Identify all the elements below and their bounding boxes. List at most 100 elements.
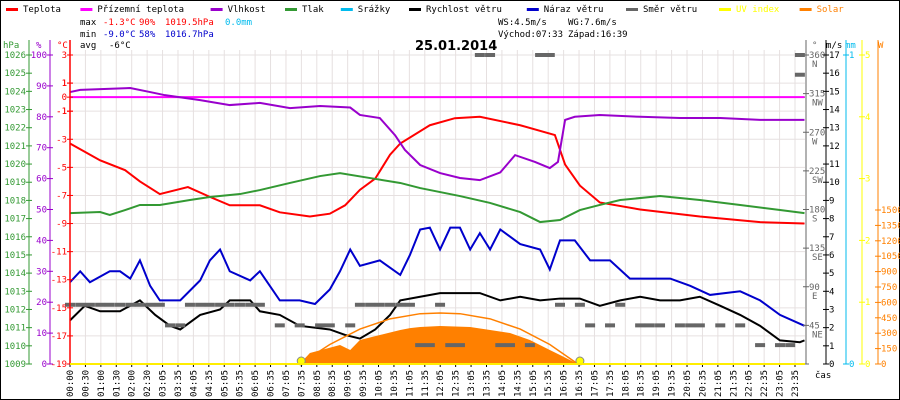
- x-tick-label: 19:05: [652, 370, 662, 397]
- wind-direction-mark: [224, 302, 235, 307]
- direction-axis-unit: °: [812, 41, 817, 51]
- humidity-tick-label: 50: [36, 206, 47, 216]
- solar-tick-label: 300: [881, 329, 897, 339]
- legend-label: Teplota: [23, 5, 61, 15]
- x-tick-label: 18:05: [621, 370, 631, 397]
- temperature-tick-label: -1: [56, 107, 67, 117]
- x-tick-label: 17:35: [606, 370, 616, 397]
- direction-compass-label: NE: [812, 330, 823, 340]
- pressure-tick-label: 1016: [4, 233, 26, 243]
- wind-direction-mark: [435, 302, 446, 307]
- wind-tick-label: 12: [829, 142, 840, 152]
- direction-tick-label: 45: [809, 321, 820, 331]
- pressure-tick-label: 1010: [4, 342, 26, 352]
- x-tick-label: 16:05: [560, 370, 570, 397]
- legend-label: Náraz větru: [544, 5, 604, 15]
- solar-tick-label: 0: [881, 360, 886, 370]
- stat-avg-temp: -6°C: [109, 41, 131, 51]
- legend: Teplota Přízemní teplota Vlhkost Tlak Srážky…: [6, 5, 844, 15]
- x-tick-label: 02:00: [128, 370, 138, 397]
- uv-tick-label: 0: [865, 360, 870, 370]
- wind-tick-label: 10: [829, 178, 840, 188]
- temperature-axis-unit: °C: [57, 41, 68, 51]
- pressure-tick-label: 1011: [4, 324, 26, 334]
- x-tick-label: 01:30: [112, 370, 122, 397]
- direction-tick-label: 180: [809, 206, 825, 216]
- wind-direction-mark: [774, 343, 785, 348]
- wind-direction-mark: [635, 323, 646, 328]
- direction-compass-label: E: [812, 292, 817, 302]
- wind-direction-mark: [315, 323, 326, 328]
- solar-tick-label: 900: [881, 268, 897, 278]
- series-tlak-line: [69, 172, 805, 224]
- direction-tick-label: 270: [809, 128, 825, 138]
- pressure-tick-label: 1018: [4, 196, 26, 206]
- uv-tick-label: 3: [865, 175, 870, 185]
- x-tick-label: 01:00: [97, 370, 107, 397]
- legend-label: Rychlost větru: [426, 5, 502, 15]
- x-tick-label: 09:05: [344, 370, 354, 397]
- wind-tick-label: 4: [829, 287, 834, 297]
- wind-direction-mark: [674, 323, 685, 328]
- pressure-tick-label: 1026: [4, 51, 26, 61]
- pressure-tick-label: 1023: [4, 106, 26, 116]
- x-tick-label: 00:30: [81, 370, 91, 397]
- stat-min-label: min: [80, 30, 96, 40]
- wind-tick-label: 8: [829, 215, 834, 225]
- wind-tick-label: 7: [829, 233, 834, 243]
- wind-direction-mark: [574, 302, 585, 307]
- series-solar-area: [299, 326, 578, 364]
- x-tick-label: 22:35: [760, 370, 770, 397]
- x-tick-label: 02:30: [143, 370, 153, 397]
- wind-direction-mark: [544, 53, 555, 57]
- pressure-tick-label: 1025: [4, 69, 26, 79]
- pressure-tick-label: 1022: [4, 124, 26, 134]
- wind-direction-mark: [75, 302, 86, 307]
- x-tick-label: 13:35: [482, 370, 492, 397]
- x-tick-label: 12:35: [452, 370, 462, 397]
- humidity-tick-label: 80: [36, 113, 47, 123]
- x-tick-label: 15:05: [529, 370, 539, 397]
- stat-max-rain: 0.0mm: [225, 18, 252, 28]
- direction-compass-label: SE: [812, 253, 823, 263]
- pressure-tick-label: 1024: [4, 87, 26, 97]
- uv-tick-label: 1: [865, 298, 870, 308]
- x-tick-label: 05:35: [236, 370, 246, 397]
- wind-tick-label: 9: [829, 196, 834, 206]
- wind-direction-mark: [345, 323, 356, 328]
- wind-direction-mark: [535, 53, 546, 57]
- wind-tick-label: 6: [829, 251, 834, 261]
- pressure-tick-label: 1020: [4, 160, 26, 170]
- pressure-tick-label: 1014: [4, 269, 26, 279]
- x-tick-label: 04:05: [189, 370, 199, 397]
- wind-direction-mark: [495, 343, 506, 348]
- x-tick-label: 11:35: [421, 370, 431, 397]
- direction-tick-label: 225: [809, 167, 825, 177]
- legend-swatch: [285, 8, 297, 11]
- x-tick-label: 08:35: [328, 370, 338, 397]
- wind-direction-mark: [794, 53, 805, 57]
- humidity-tick-label: 0: [42, 360, 47, 370]
- legend-swatch: [409, 8, 421, 11]
- humidity-tick-label: 30: [36, 267, 47, 277]
- wind-direction-mark: [755, 343, 766, 348]
- wind-tick-label: 1: [829, 342, 834, 352]
- x-tick-label: 10:05: [375, 370, 385, 397]
- temperature-tick-label: -5: [56, 163, 67, 173]
- legend-swatch: [719, 8, 731, 11]
- temperature-tick-label: 1: [62, 79, 67, 89]
- wind-direction-mark: [655, 323, 666, 328]
- wind-axis-unit: m/s: [826, 41, 842, 51]
- legend-swatch: [526, 8, 539, 11]
- wind-direction-mark: [474, 53, 485, 57]
- wind-direction-mark: [175, 323, 186, 328]
- wind-direction-mark: [485, 53, 496, 57]
- stat-avg-label: avg: [80, 41, 96, 51]
- direction-compass-label: W: [812, 137, 818, 147]
- humidity-tick-label: 60: [36, 175, 47, 185]
- direction-tick-label: 315: [809, 90, 825, 100]
- stat-max-press: 1019.5hPa: [165, 18, 214, 28]
- wind-tick-label: 3: [829, 305, 834, 315]
- x-tick-label: 21:05: [714, 370, 724, 397]
- wind-direction-mark: [644, 323, 655, 328]
